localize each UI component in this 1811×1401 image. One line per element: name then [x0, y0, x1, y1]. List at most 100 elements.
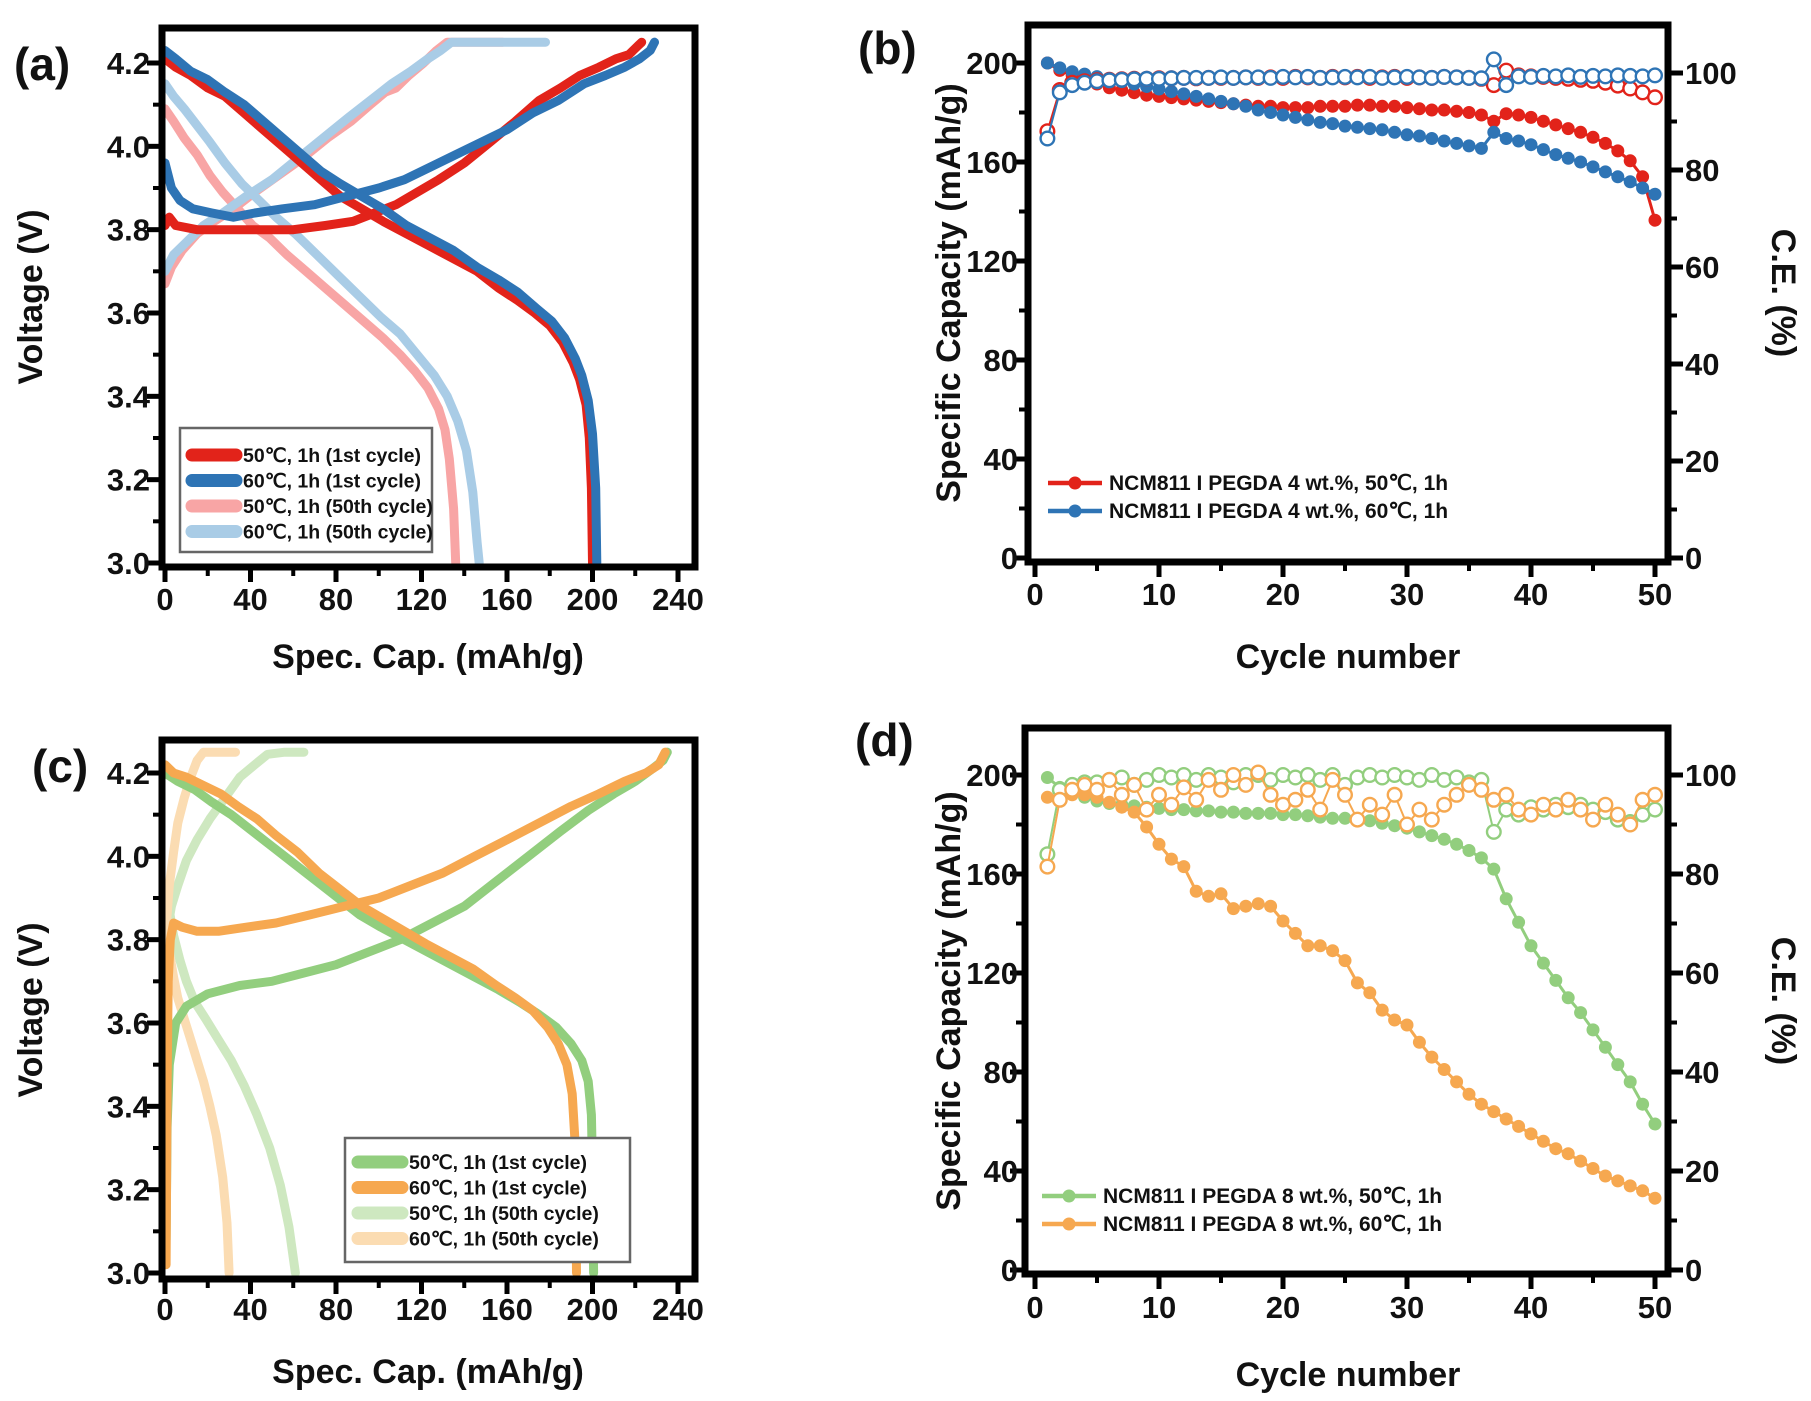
marker-capacity-60C: [1512, 1119, 1526, 1133]
marker-capacity-60C: [1053, 61, 1067, 75]
panel-a-plot-area: 0 40 80 120 160 200 240 3.0 3.2 3.4 3.6 3.8 4.0 4.2 50…: [107, 24, 704, 617]
axes-frame: [1024, 21, 1672, 566]
curve-60C-1h-1st-discharge: [162, 46, 602, 567]
marker-capacity-60C: [1388, 125, 1402, 139]
marker-capacity-60C: [1375, 1003, 1389, 1017]
marker-open-ce-60C: [1647, 786, 1664, 803]
marker-capacity-60C: [1102, 795, 1116, 809]
marker-capacity-50C: [1388, 819, 1402, 833]
panel-c-label: (c): [32, 740, 88, 792]
y-tick-label: 4.0: [107, 129, 150, 164]
marker-capacity-60C: [1425, 1050, 1439, 1064]
right-y-tick-label: 80: [1685, 857, 1719, 892]
marker-capacity-60C: [1611, 170, 1625, 184]
y-tick-label: 200: [966, 46, 1018, 81]
marker-capacity-60C: [1536, 143, 1550, 157]
y-tick-label: 80: [984, 1055, 1018, 1090]
marker-capacity-60C: [1264, 899, 1278, 913]
legend-label: 50℃, 1h (1st cycle): [409, 1152, 587, 1174]
marker-capacity-60C: [1152, 837, 1166, 851]
marker-capacity-60C: [1177, 860, 1191, 874]
right-y-tick-label: 0: [1685, 1253, 1702, 1288]
legend-label: NCM811 I PEGDA 8 wt.%, 60℃, 1h: [1103, 1213, 1442, 1236]
marker-capacity-60C: [1561, 1147, 1575, 1161]
marker-capacity-50C: [1189, 804, 1203, 818]
x-tick-label: 50: [1638, 577, 1672, 612]
marker-capacity-50C: [1536, 114, 1550, 128]
marker-open-ce-60C: [1523, 806, 1540, 823]
panel-d-y-axis-title: Specific Capacity (mAh/g): [930, 791, 968, 1210]
marker-open-ce-60C: [1423, 811, 1440, 828]
x-tick-label: 240: [652, 1292, 704, 1327]
marker-capacity-60C: [1040, 790, 1054, 804]
marker-capacity-50C: [1363, 98, 1377, 112]
marker-capacity-50C: [1350, 98, 1364, 112]
y-tick-label: 40: [984, 1154, 1018, 1189]
marker-open-ce-50C: [1485, 823, 1502, 840]
panel-d-x-axis-title: Cycle number: [1236, 1356, 1461, 1394]
x-tick-label: 0: [156, 582, 173, 617]
marker-capacity-50C: [1462, 106, 1476, 119]
legend-label: NCM811 I PEGDA 4 wt.%, 60℃, 1h: [1109, 500, 1448, 523]
marker-capacity-60C: [1400, 1018, 1414, 1032]
x-tick-label: 40: [233, 582, 267, 617]
marker-capacity-60C: [1301, 939, 1315, 953]
marker-capacity-60C: [1561, 151, 1575, 165]
marker-capacity-50C: [1313, 99, 1327, 113]
marker-capacity-60C: [1350, 976, 1364, 990]
right-y-tick-label: 40: [1685, 1055, 1719, 1090]
marker-capacity-50C: [1499, 892, 1513, 906]
marker-capacity-60C: [1524, 138, 1538, 152]
panel-a: (a) Spec. Cap. (mAh/g) Voltage (V) 0 40 80…: [12, 24, 704, 676]
marker-open-ce-60C: [1597, 796, 1614, 813]
marker-capacity-50C: [1474, 108, 1488, 122]
marker-capacity-50C: [1524, 110, 1538, 124]
marker-capacity-60C: [1189, 89, 1203, 103]
x-tick-label: 10: [1142, 1290, 1176, 1325]
curve-50C-1h-1st-charge: [162, 37, 647, 235]
curve-60C-1h-1st-discharge: [162, 760, 581, 1278]
marker-capacity-60C: [1338, 119, 1352, 133]
right-y-tick-label: 100: [1685, 758, 1737, 793]
marker-open-ce-60C: [1411, 801, 1428, 818]
curve-60C-1h-1st-charge: [162, 37, 659, 222]
y-tick-label: 120: [966, 244, 1018, 279]
marker-open-ce-60C: [1312, 801, 1329, 818]
marker-capacity-50C: [1462, 844, 1476, 857]
x-tick-label: 120: [396, 1292, 448, 1327]
marker-open-ce-60C: [1051, 791, 1068, 808]
x-tick-label: 200: [567, 582, 619, 617]
y-tick-label: 3.8: [107, 923, 150, 958]
marker-capacity-50C: [1425, 103, 1439, 117]
marker-capacity-50C: [1152, 801, 1166, 815]
marker-capacity-60C: [1276, 914, 1290, 928]
marker-capacity-50C: [1586, 130, 1600, 144]
marker-capacity-60C: [1350, 120, 1364, 134]
marker-capacity-50C: [1437, 832, 1451, 846]
marker-open-ce-60C: [1647, 67, 1664, 84]
legend-label: 50℃, 1h (50th cycle): [409, 1203, 599, 1225]
marker-capacity-60C: [1264, 106, 1278, 119]
marker-open-ce-60C: [1349, 811, 1366, 828]
marker-capacity-60C: [1549, 148, 1563, 162]
legend-swatch-dot: [1062, 1217, 1076, 1231]
panel-c: (c) Spec. Cap. (mAh/g) Voltage (V) 0 40 80…: [12, 736, 704, 1391]
y-tick-label: 3.2: [107, 463, 150, 498]
marker-capacity-50C: [1288, 808, 1302, 822]
marker-capacity-60C: [1388, 1013, 1402, 1027]
marker-capacity-60C: [1251, 897, 1265, 911]
marker-capacity-50C: [1412, 102, 1426, 116]
y-tick-label: 4.0: [107, 839, 150, 874]
marker-capacity-50C: [1326, 811, 1340, 825]
marker-capacity-50C: [1202, 804, 1216, 818]
marker-capacity-60C: [1288, 110, 1302, 124]
marker-capacity-60C: [1499, 132, 1513, 145]
panel-a-label: (a): [14, 38, 70, 90]
marker-open-ce-60C: [1609, 806, 1626, 823]
marker-open-ce-60C: [1213, 781, 1230, 798]
series-layer-d: [1039, 764, 1664, 1205]
y-tick-label: 3.2: [107, 1173, 150, 1208]
marker-open-ce-60C: [1250, 764, 1267, 781]
marker-capacity-60C: [1177, 87, 1191, 101]
marker-capacity-50C: [1388, 99, 1402, 113]
